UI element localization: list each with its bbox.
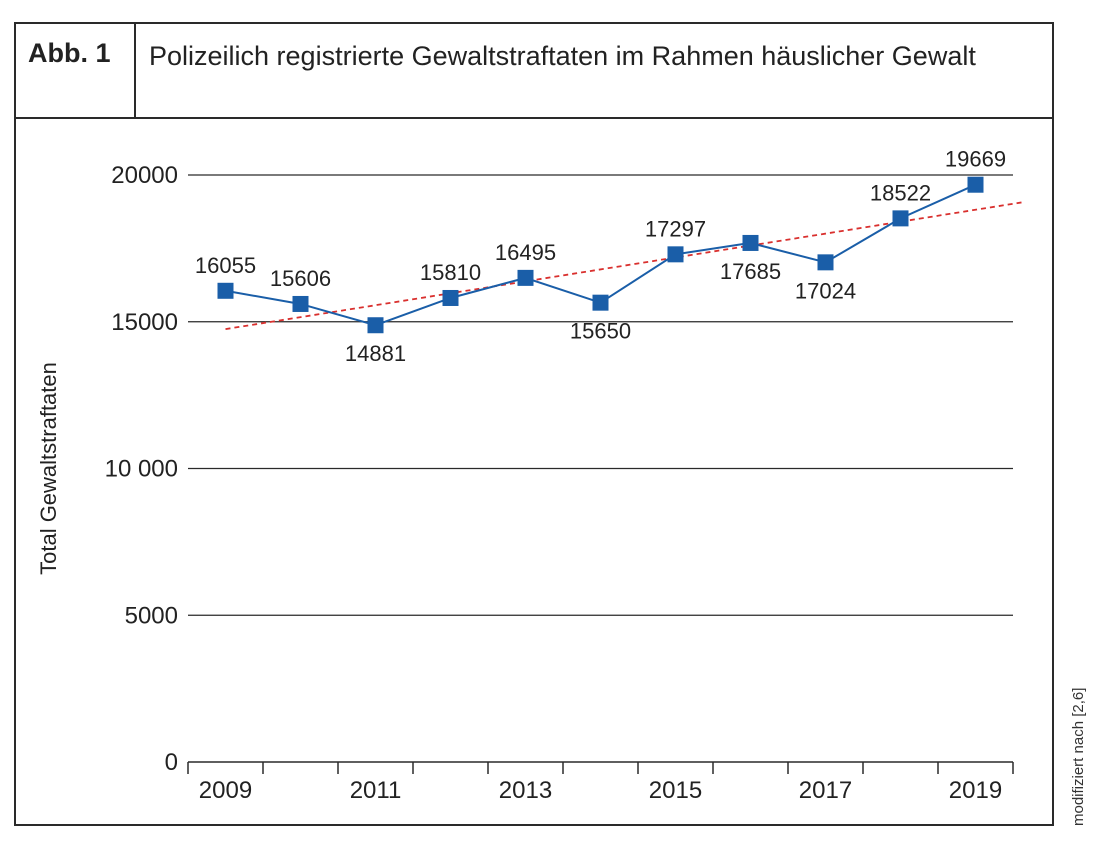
data-point-2017: [817, 254, 834, 271]
data-label-2012: 15810: [420, 260, 481, 285]
data-point-2014: [592, 294, 609, 311]
x-tick-label: 2019: [949, 777, 1002, 804]
data-label-2019: 19669: [945, 147, 1006, 172]
data-label-2015: 17297: [645, 216, 706, 241]
data-point-2012: [442, 289, 459, 306]
data-point-2013: [517, 269, 534, 286]
data-label-2009: 16055: [195, 253, 256, 278]
data-label-2017: 17024: [795, 278, 856, 303]
figure-label: Abb. 1: [16, 24, 136, 117]
x-tick-label: 2015: [649, 777, 702, 804]
data-label-2016: 17685: [720, 259, 781, 284]
data-point-2019: [967, 176, 984, 193]
y-tick-label: 15000: [111, 309, 178, 336]
x-tick-label: 2017: [799, 777, 852, 804]
x-tick-label: 2011: [350, 777, 402, 804]
data-label-2013: 16495: [495, 240, 556, 265]
figure-header: Abb. 1 Polizeilich registrierte Gewaltst…: [16, 24, 1052, 119]
y-tick-label: 20000: [111, 162, 178, 189]
data-point-2016: [742, 234, 759, 251]
data-point-2018: [892, 210, 909, 227]
y-axis-label: Total Gewaltstraftaten: [36, 362, 61, 575]
data-point-2011: [367, 317, 384, 334]
data-label-2018: 18522: [870, 180, 931, 205]
data-point-2015: [667, 246, 684, 263]
y-tick-label: 0: [165, 749, 178, 776]
data-label-2010: 15606: [270, 266, 331, 291]
source-note: modifiziert nach [2,6]: [1070, 687, 1087, 826]
data-label-2011: 14881: [345, 341, 406, 366]
x-tick-label: 2009: [199, 777, 252, 804]
data-point-2010: [292, 295, 309, 312]
data-point-2009: [217, 282, 234, 299]
figure-frame: Abb. 1 Polizeilich registrierte Gewaltst…: [14, 22, 1054, 826]
y-tick-label: 10 000: [105, 456, 178, 483]
data-label-2014: 15650: [570, 319, 631, 344]
figure-title: Polizeilich registrierte Gewaltstraftate…: [149, 41, 976, 71]
y-tick-label: 5000: [125, 602, 178, 629]
x-tick-label: 2013: [499, 777, 552, 804]
